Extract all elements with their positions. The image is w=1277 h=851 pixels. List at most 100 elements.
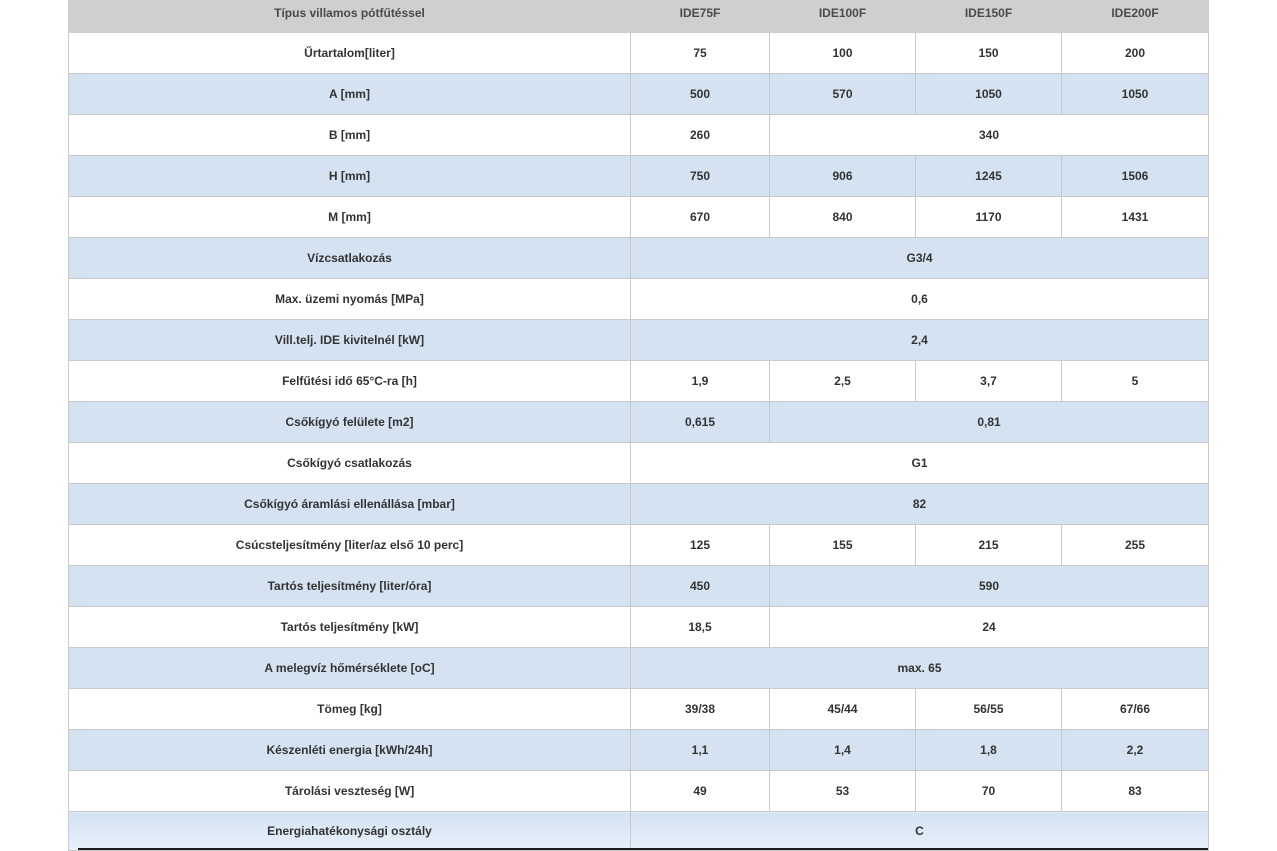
table-row: Csőkígyó áramlási ellenállása [mbar] 82: [68, 483, 1209, 525]
table-cell: 24: [769, 606, 1209, 648]
table-row: Energiahatékonysági osztály C: [68, 811, 1209, 851]
row-label: Max. üzemi nyomás [MPa]: [68, 278, 631, 320]
row-label: Felfűtési idő 65°C-ra [h]: [68, 360, 631, 402]
table-row: Tárolási veszteség [W] 49 53 70 83: [68, 770, 1209, 812]
table-cell: 150: [915, 32, 1062, 74]
table-cell: 215: [915, 524, 1062, 566]
table-cell: 906: [769, 155, 916, 197]
table-cell: 67/66: [1061, 688, 1209, 730]
table-header: Típus villamos pótfűtéssel IDE75F IDE100…: [68, 0, 1209, 33]
row-label: M [mm]: [68, 196, 631, 238]
table-cell: 590: [769, 565, 1209, 607]
table-body: Űrtartalom[liter] 75 100 150 200 A [mm] 500 570…: [68, 32, 1209, 851]
table-cell: max. 65: [630, 647, 1209, 689]
header-cell-model: IDE200F: [1061, 0, 1209, 33]
header-cell-model: IDE150F: [915, 0, 1062, 33]
row-label: Készenléti energia [kWh/24h]: [68, 729, 631, 771]
table-cell: 53: [769, 770, 916, 812]
table-cell: 56/55: [915, 688, 1062, 730]
row-label: Csőkígyó felülete [m2]: [68, 401, 631, 443]
table-cell: C: [630, 811, 1209, 851]
table-cell: 1431: [1061, 196, 1209, 238]
table-cell: 0,81: [769, 401, 1209, 443]
table-cell: 0,615: [630, 401, 770, 443]
table-cell: 45/44: [769, 688, 916, 730]
table-cell: 200: [1061, 32, 1209, 74]
table-cell: G1: [630, 442, 1209, 484]
table-row: Csőkígyó felülete [m2] 0,615 0,81: [68, 401, 1209, 443]
table-cell: 450: [630, 565, 770, 607]
row-label: Űrtartalom[liter]: [68, 32, 631, 74]
row-label: Csőkígyó áramlási ellenállása [mbar]: [68, 483, 631, 525]
table-cell: 1245: [915, 155, 1062, 197]
table-cell: 2,5: [769, 360, 916, 402]
row-label: Tárolási veszteség [W]: [68, 770, 631, 812]
divider-line: [78, 848, 1208, 850]
table-cell: 3,7: [915, 360, 1062, 402]
table-row: A [mm] 500 570 1050 1050: [68, 73, 1209, 115]
header-cell-type: Típus villamos pótfűtéssel: [68, 0, 631, 33]
table-cell: 1,8: [915, 729, 1062, 771]
row-label: Csőkígyó csatlakozás: [68, 442, 631, 484]
table-cell: 83: [1061, 770, 1209, 812]
table-cell: 1050: [1061, 73, 1209, 115]
table-cell: 260: [630, 114, 770, 156]
table-cell: 75: [630, 32, 770, 74]
spec-table: Típus villamos pótfűtéssel IDE75F IDE100…: [68, 0, 1209, 851]
table-row: Tömeg [kg] 39/38 45/44 56/55 67/66: [68, 688, 1209, 730]
table-cell: 125: [630, 524, 770, 566]
table-row: Készenléti energia [kWh/24h] 1,1 1,4 1,8 2,2: [68, 729, 1209, 771]
row-label: Tartós teljesítmény [kW]: [68, 606, 631, 648]
table-row: Csőkígyó csatlakozás G1: [68, 442, 1209, 484]
table-row: A melegvíz hőmérséklete [oC] max. 65: [68, 647, 1209, 689]
row-label: Csúcsteljesítmény [liter/az első 10 perc…: [68, 524, 631, 566]
table-row: Felfűtési idő 65°C-ra [h] 1,9 2,5 3,7 5: [68, 360, 1209, 402]
table-cell: 1,1: [630, 729, 770, 771]
table-cell: 255: [1061, 524, 1209, 566]
row-label: Vízcsatlakozás: [68, 237, 631, 279]
table-row: M [mm] 670 840 1170 1431: [68, 196, 1209, 238]
row-label: Vill.telj. IDE kivitelnél [kW]: [68, 319, 631, 361]
table-cell: 1170: [915, 196, 1062, 238]
table-cell: 750: [630, 155, 770, 197]
table-row: B [mm] 260 340: [68, 114, 1209, 156]
row-label: A [mm]: [68, 73, 631, 115]
table-cell: 18,5: [630, 606, 770, 648]
row-label: Tömeg [kg]: [68, 688, 631, 730]
table-row: Űrtartalom[liter] 75 100 150 200: [68, 32, 1209, 74]
table-cell: G3/4: [630, 237, 1209, 279]
table-cell: 570: [769, 73, 916, 115]
table-cell: 840: [769, 196, 916, 238]
row-label: Tartós teljesítmény [liter/óra]: [68, 565, 631, 607]
table-row: Max. üzemi nyomás [MPa] 0,6: [68, 278, 1209, 320]
table-cell: 39/38: [630, 688, 770, 730]
header-row: Típus villamos pótfűtéssel IDE75F IDE100…: [68, 0, 1209, 33]
table-row: Vill.telj. IDE kivitelnél [kW] 2,4: [68, 319, 1209, 361]
table-row: Csúcsteljesítmény [liter/az első 10 perc…: [68, 524, 1209, 566]
table-cell: 5: [1061, 360, 1209, 402]
table-cell: 2,4: [630, 319, 1209, 361]
row-label: H [mm]: [68, 155, 631, 197]
table-row: Tartós teljesítmény [kW] 18,5 24: [68, 606, 1209, 648]
table-row: H [mm] 750 906 1245 1506: [68, 155, 1209, 197]
table-cell: 0,6: [630, 278, 1209, 320]
table-cell: 1050: [915, 73, 1062, 115]
table-cell: 49: [630, 770, 770, 812]
table-cell: 670: [630, 196, 770, 238]
header-cell-model: IDE100F: [769, 0, 916, 33]
table-cell: 70: [915, 770, 1062, 812]
table-cell: 100: [769, 32, 916, 74]
table-cell: 2,2: [1061, 729, 1209, 771]
table-cell: 82: [630, 483, 1209, 525]
table-cell: 155: [769, 524, 916, 566]
table-cell: 1506: [1061, 155, 1209, 197]
row-label: A melegvíz hőmérséklete [oC]: [68, 647, 631, 689]
table-row: Vízcsatlakozás G3/4: [68, 237, 1209, 279]
table-cell: 1,9: [630, 360, 770, 402]
table-cell: 340: [769, 114, 1209, 156]
row-label: B [mm]: [68, 114, 631, 156]
table-cell: 1,4: [769, 729, 916, 771]
spec-table-container: Típus villamos pótfűtéssel IDE75F IDE100…: [68, 0, 1209, 851]
header-cell-model: IDE75F: [630, 0, 770, 33]
table-row: Tartós teljesítmény [liter/óra] 450 590: [68, 565, 1209, 607]
